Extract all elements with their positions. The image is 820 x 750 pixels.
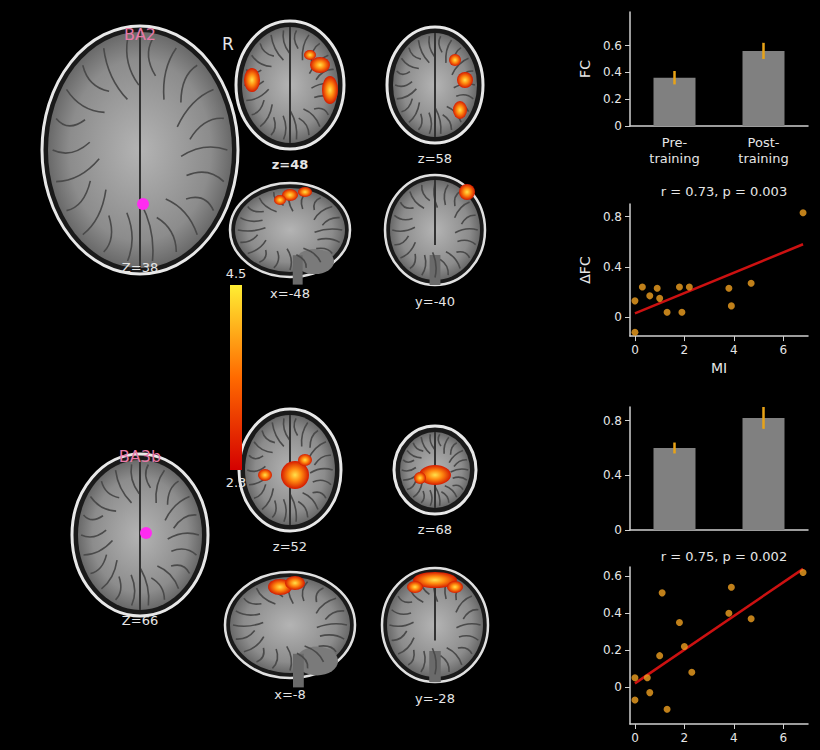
svg-text:6: 6	[779, 731, 787, 745]
svg-text:Post-: Post-	[748, 135, 780, 150]
svg-text:0: 0	[614, 310, 622, 324]
svg-text:0.8: 0.8	[603, 414, 622, 428]
svg-text:4.5: 4.5	[226, 266, 247, 281]
svg-text:0: 0	[631, 731, 639, 745]
svg-text:2: 2	[681, 731, 689, 745]
svg-text:x=-8: x=-8	[274, 687, 306, 702]
svg-text:z=48: z=48	[272, 157, 309, 172]
svg-text:0.4: 0.4	[603, 606, 622, 620]
svg-text:z=68: z=68	[418, 522, 452, 537]
svg-text:0.6: 0.6	[603, 569, 622, 583]
svg-text:R: R	[222, 34, 234, 54]
svg-text:r = 0.73, p = 0.003: r = 0.73, p = 0.003	[661, 184, 787, 199]
svg-text:0.4: 0.4	[603, 468, 622, 482]
svg-text:0.8: 0.8	[603, 210, 622, 224]
svg-text:Pre-: Pre-	[662, 135, 688, 150]
svg-text:0.4: 0.4	[603, 260, 622, 274]
svg-text:training: training	[649, 151, 699, 166]
svg-text:r = 0.75, p = 0.002: r = 0.75, p = 0.002	[661, 549, 787, 564]
svg-text:0: 0	[614, 680, 622, 694]
svg-text:0: 0	[614, 119, 622, 133]
svg-text:0.4: 0.4	[603, 65, 622, 79]
svg-text:ΔFC: ΔFC	[577, 256, 593, 284]
svg-text:2.3: 2.3	[226, 475, 247, 490]
svg-text:y=-40: y=-40	[415, 294, 455, 309]
svg-text:training: training	[738, 151, 788, 166]
svg-text:0.2: 0.2	[603, 92, 622, 106]
svg-text:2: 2	[681, 343, 689, 357]
svg-text:x=-48: x=-48	[270, 286, 310, 301]
svg-text:z=52: z=52	[273, 539, 307, 554]
svg-text:0: 0	[614, 523, 622, 537]
svg-text:FC: FC	[577, 60, 593, 78]
svg-text:0.2: 0.2	[603, 643, 622, 657]
svg-text:0.6: 0.6	[603, 39, 622, 53]
svg-text:z=58: z=58	[418, 151, 452, 166]
svg-text:BA3b: BA3b	[119, 447, 161, 466]
svg-text:4: 4	[730, 343, 738, 357]
svg-text:Z=66: Z=66	[122, 613, 158, 628]
svg-text:BA2: BA2	[124, 25, 156, 44]
svg-text:MI: MI	[711, 360, 727, 376]
svg-text:6: 6	[779, 343, 787, 357]
svg-text:Z=38: Z=38	[122, 260, 158, 275]
svg-text:y=-28: y=-28	[415, 691, 455, 706]
svg-text:4: 4	[730, 731, 738, 745]
svg-text:0: 0	[631, 343, 639, 357]
